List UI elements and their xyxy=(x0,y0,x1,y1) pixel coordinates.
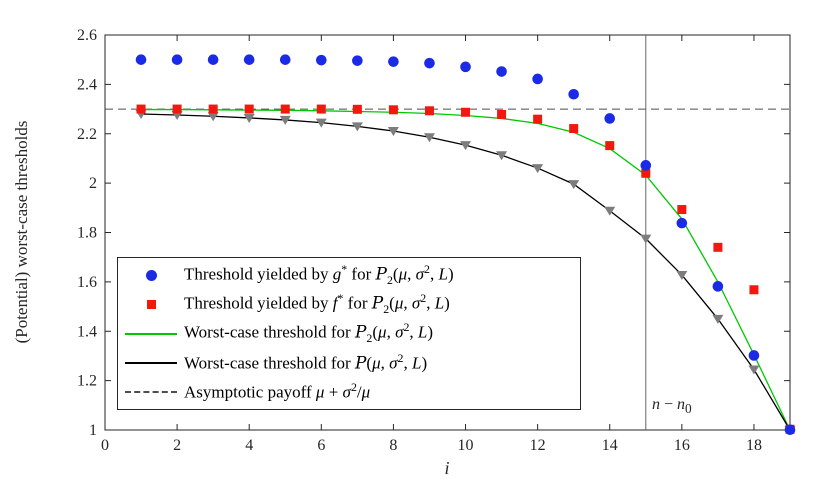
legend-label-g-star: Threshold yielded by g* for P2(μ, σ2, L) xyxy=(184,262,454,288)
legend-sample-box xyxy=(118,300,184,309)
legend-label-f-star: Threshold yielded by f* for P2(μ, σ2, L) xyxy=(184,291,450,317)
svg-text:1.4: 1.4 xyxy=(77,323,97,340)
legend-row-worst-case-p: Worst-case threshold for P(μ, σ2, L) xyxy=(118,348,580,377)
svg-text:1: 1 xyxy=(89,422,97,439)
svg-text:1.6: 1.6 xyxy=(77,274,97,291)
svg-text:2.6: 2.6 xyxy=(77,27,97,44)
svg-text:2: 2 xyxy=(173,437,181,454)
series-markers-threshold-g-star xyxy=(135,54,796,436)
legend: Threshold yielded by g* for P2(μ, σ2, L)… xyxy=(117,257,581,410)
x-ticks: 0 2 4 6 8 10 12 14 16 18 xyxy=(101,35,762,454)
svg-text:14: 14 xyxy=(602,437,618,454)
x-axis-label: i xyxy=(444,458,450,478)
svg-text:1.8: 1.8 xyxy=(77,225,97,242)
legend-label-worst-case-p: Worst-case threshold for P(μ, σ2, L) xyxy=(184,351,428,374)
svg-text:4: 4 xyxy=(245,437,253,454)
y-axis-label: (Potential) worst-case thresholds xyxy=(12,120,31,344)
legend-row-f-star: Threshold yielded by f* for P2(μ, σ2, L) xyxy=(118,290,580,319)
dashed-line-sample-icon xyxy=(125,390,177,393)
legend-row-worst-case-p2: Worst-case threshold for P2(μ, σ2, L) xyxy=(118,319,580,348)
green-line-sample-icon xyxy=(125,332,177,335)
blue-circle-marker-icon xyxy=(145,270,157,281)
legend-row-g-star: Threshold yielded by g* for P2(μ, σ2, L) xyxy=(118,261,580,290)
legend-sample-box xyxy=(118,390,184,393)
legend-label-worst-case-p2: Worst-case threshold for P2(μ, σ2, L) xyxy=(184,320,434,346)
svg-text:18: 18 xyxy=(746,437,762,454)
svg-text:2: 2 xyxy=(89,175,97,192)
svg-text:8: 8 xyxy=(389,437,397,454)
svg-text:6: 6 xyxy=(317,437,325,454)
svg-text:10: 10 xyxy=(458,437,474,454)
svg-text:1.2: 1.2 xyxy=(77,373,97,390)
vline-label: n − n0 xyxy=(652,396,692,417)
legend-sample-box xyxy=(118,361,184,364)
svg-text:0: 0 xyxy=(101,437,109,454)
svg-text:2.4: 2.4 xyxy=(77,76,97,93)
legend-sample-box xyxy=(118,332,184,335)
series-markers-threshold-f-star xyxy=(136,104,795,434)
y-ticks: 1 1.2 1.4 1.6 1.8 2 2.2 2.4 2.6 xyxy=(77,27,790,439)
svg-text:12: 12 xyxy=(530,437,546,454)
legend-sample-box xyxy=(118,270,184,281)
red-square-marker-icon xyxy=(146,300,156,309)
legend-row-asymptote: Asymptotic payoff μ + σ2/μ xyxy=(118,377,580,406)
legend-label-asymptote: Asymptotic payoff μ + σ2/μ xyxy=(184,380,371,402)
svg-text:2.2: 2.2 xyxy=(77,126,97,143)
svg-text:16: 16 xyxy=(674,437,690,454)
black-line-sample-icon xyxy=(125,361,177,364)
